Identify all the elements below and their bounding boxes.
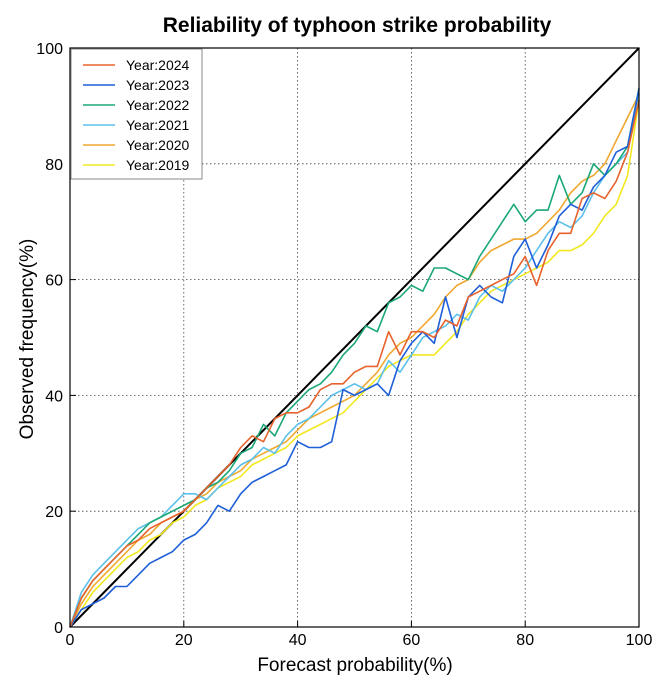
x-axis: 0 20 40 60 80 100 [66, 621, 653, 649]
x-tick-label: 0 [66, 632, 75, 649]
series-line-year-2024 [69, 99, 640, 628]
legend-label: Year:2020 [126, 137, 190, 153]
y-axis-label: Observed frequency(%) [17, 239, 38, 440]
legend-box [70, 48, 203, 180]
series-line-year-2023 [69, 88, 640, 628]
x-tick-label: 100 [626, 632, 653, 649]
y-tick-label: 80 [45, 157, 63, 174]
y-tick-label: 60 [45, 273, 63, 290]
series-layer [69, 88, 640, 628]
series-line-year-2021 [69, 94, 640, 628]
x-axis-label: Forecast probability(%) [257, 655, 452, 675]
plot-frame [69, 47, 640, 628]
legend-label: Year:2023 [126, 77, 190, 93]
x-tick-label: 20 [175, 632, 193, 649]
legend-label: Year:2021 [126, 117, 190, 133]
y-axis: 0 20 40 60 80 100 [36, 41, 76, 637]
legend-label: Year:2024 [126, 57, 190, 73]
series-line-year-2022 [69, 88, 640, 628]
x-tick-label: 40 [289, 632, 307, 649]
legend: Year:2024 Year:2023 Year:2022 Year:2021 Year… [70, 48, 203, 180]
y-tick-label: 40 [45, 388, 63, 405]
legend-label: Year:2022 [126, 97, 190, 113]
y-tick-label: 0 [54, 620, 63, 637]
y-tick-label: 20 [45, 504, 63, 521]
chart-title: Reliability of typhoon strike probabilit… [163, 14, 552, 37]
y-tick-label: 100 [36, 41, 63, 58]
x-tick-label: 60 [403, 632, 421, 649]
x-tick-label: 80 [516, 632, 534, 649]
legend-label: Year:2019 [126, 157, 190, 173]
